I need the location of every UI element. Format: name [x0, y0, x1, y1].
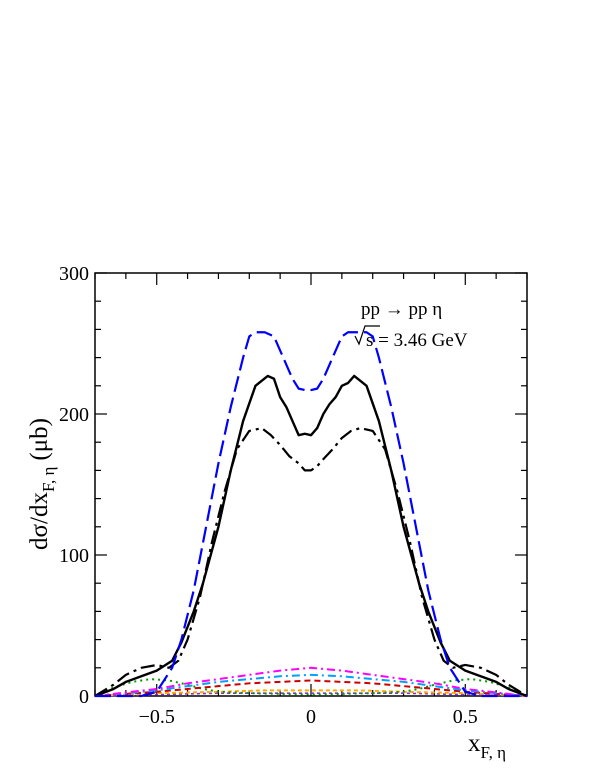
series-line-0 [95, 331, 527, 698]
series-line-4 [94, 673, 528, 697]
y-axis-title: dσ/dxF, η (μb) [26, 418, 58, 550]
y-tick-label: 200 [59, 404, 89, 426]
series-line-5 [94, 679, 528, 697]
sqrt-symbol [354, 325, 380, 346]
tick-marks [94, 272, 528, 697]
x-tick-label: 0.5 [453, 706, 478, 728]
series-line-2 [94, 427, 528, 697]
energy-annotation: s = 3.46 GeV [366, 330, 468, 351]
x-tick-label: −0.5 [139, 706, 175, 728]
tick-labels: 0 100 200 300 −0.5 0 0.5 [59, 263, 478, 728]
y-axis-label-sub: F, η [39, 467, 58, 492]
x-axis-title: xF, η [468, 730, 506, 762]
y-tick-label: 100 [59, 545, 89, 567]
x-tick-label: 0 [306, 706, 316, 728]
y-axis-label-unit: (μb) [26, 418, 53, 461]
y-axis-label-main: dσ/dx [26, 492, 53, 550]
series-line-1 [94, 374, 528, 698]
y-tick-label: 0 [79, 686, 89, 708]
energy-sqrt-arg: s [366, 330, 373, 351]
x-axis-label-sub: F, η [481, 743, 506, 762]
series-line-8 [94, 692, 528, 697]
series-line-3 [94, 666, 528, 697]
y-tick-label: 300 [59, 263, 89, 285]
x-axis-label-main: x [468, 730, 481, 757]
energy-value: = 3.46 GeV [373, 330, 467, 351]
series-group [94, 331, 528, 698]
reaction-annotation: pp → pp η [361, 299, 442, 320]
